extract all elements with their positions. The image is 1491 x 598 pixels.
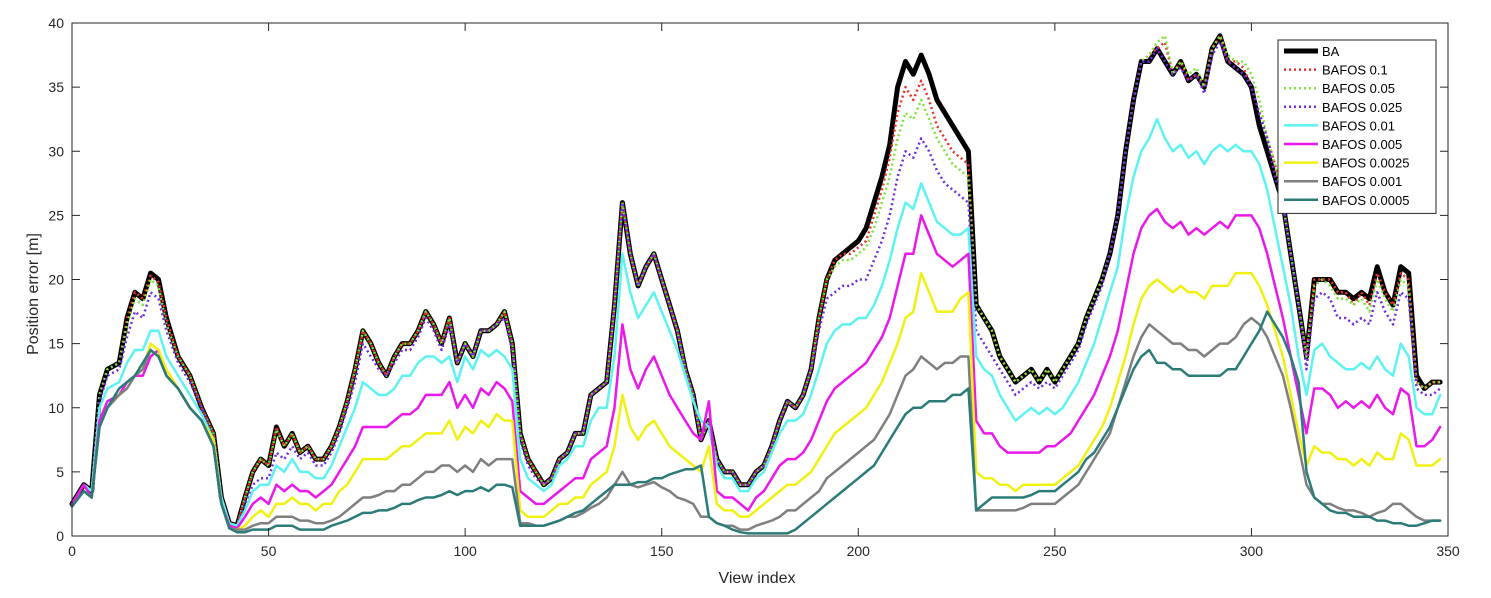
y-tick-label-6: 30 bbox=[48, 143, 64, 159]
x-tick-label-7: 350 bbox=[1436, 543, 1460, 559]
legend: BA BAFOS 0.1 BAFOS 0.05 BAFOS 0.025 BAFOS 0.… bbox=[1277, 39, 1437, 214]
plot-area bbox=[72, 23, 1448, 536]
y-tick-label-3: 15 bbox=[48, 336, 64, 352]
legend-label-1: BA bbox=[1322, 44, 1340, 59]
y-tick-label-0: 0 bbox=[56, 528, 64, 544]
x-tick-label-0: 0 bbox=[68, 543, 76, 559]
y-tick-label-5: 25 bbox=[48, 207, 64, 223]
x-tick-label-1: 50 bbox=[261, 543, 277, 559]
series-line-9 bbox=[70, 310, 1442, 535]
y-axis-label: Position error [m] bbox=[25, 233, 42, 355]
legend-label-9: BAFOS 0.0005 bbox=[1322, 193, 1409, 208]
y-tick-label-8: 40 bbox=[48, 15, 64, 31]
legend-label-7: BAFOS 0.0025 bbox=[1322, 156, 1409, 171]
legend-label-2: BAFOS 0.1 bbox=[1322, 63, 1388, 78]
legend-label-5: BAFOS 0.01 bbox=[1322, 118, 1395, 133]
y-tick-label-7: 35 bbox=[48, 79, 64, 95]
axes-layer: 0 50 100 150 200 250 300 350 0 5 10 15 20 25 30 35 40 bbox=[48, 15, 1459, 559]
x-tick-label-3: 150 bbox=[650, 543, 674, 559]
x-axis-label: View index bbox=[718, 570, 795, 587]
series-line-6 bbox=[70, 207, 1442, 530]
legend-label-4: BAFOS 0.025 bbox=[1322, 100, 1402, 115]
x-tick-label-5: 250 bbox=[1043, 543, 1067, 559]
legend-label-3: BAFOS 0.05 bbox=[1322, 81, 1395, 96]
y-tick-label-4: 20 bbox=[48, 272, 64, 288]
series-line-3 bbox=[70, 34, 1441, 527]
legend-label-8: BAFOS 0.001 bbox=[1322, 174, 1402, 189]
x-tick-label-2: 100 bbox=[453, 543, 477, 559]
series-line-7 bbox=[70, 271, 1442, 531]
series-layer bbox=[69, 33, 1443, 535]
series-line-5 bbox=[70, 117, 1442, 527]
x-tick-label-4: 200 bbox=[847, 543, 871, 559]
series-line-8 bbox=[70, 316, 1442, 531]
legend-label-6: BAFOS 0.005 bbox=[1322, 137, 1402, 152]
x-tick-label-6: 300 bbox=[1240, 543, 1264, 559]
y-tick-label-1: 5 bbox=[56, 464, 64, 480]
y-tick-label-2: 10 bbox=[48, 400, 64, 416]
